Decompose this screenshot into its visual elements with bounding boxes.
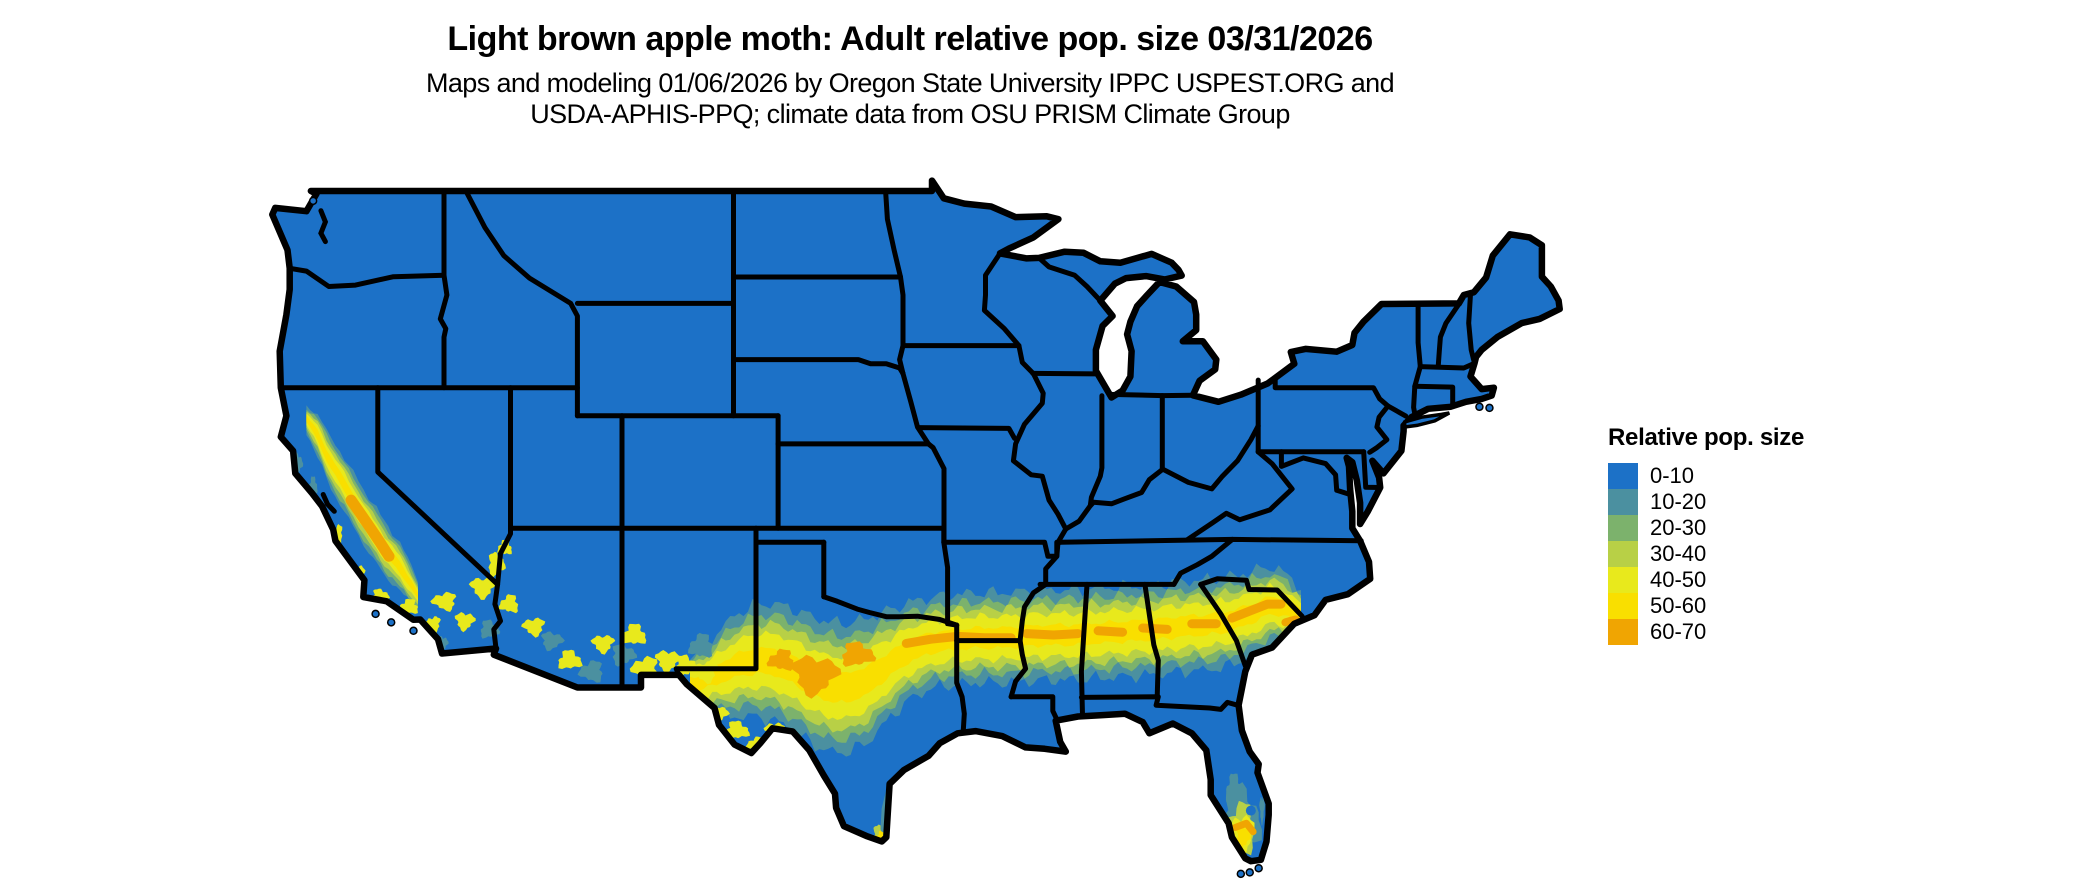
legend-label: 60-70 (1650, 619, 1707, 644)
legend-label: 30-40 (1650, 541, 1707, 566)
long-island (1402, 411, 1451, 429)
legend-item: 30-40 (1608, 541, 1804, 567)
legend-label: 40-50 (1650, 567, 1707, 592)
bay-inlet (318, 208, 329, 245)
figure-header: Light brown apple moth: Adult relative p… (10, 20, 1810, 130)
legend-item: 10-20 (1608, 489, 1804, 515)
legend-item: 40-50 (1608, 567, 1804, 593)
legend-swatch (1608, 593, 1638, 619)
subtitle-line-2: USDA-APHIS-PPQ; climate data from OSU PR… (530, 99, 1290, 129)
figure-subtitle: Maps and modeling 01/06/2026 by Oregon S… (10, 68, 1810, 130)
legend: Relative pop. size 0-10 10-20 20-30 30-4… (1608, 424, 1804, 645)
legend-item: 0-10 (1608, 463, 1804, 489)
legend-swatch (1608, 567, 1638, 593)
figure-title: Light brown apple moth: Adult relative p… (447, 20, 1373, 58)
legend-swatch (1608, 463, 1638, 489)
legend-item: 20-30 (1608, 515, 1804, 541)
legend-swatch (1608, 619, 1638, 645)
legend-label: 0-10 (1650, 463, 1695, 488)
legend-item: 60-70 (1608, 619, 1804, 645)
legend-label: 50-60 (1650, 593, 1707, 618)
legend-swatch (1608, 541, 1638, 567)
legend-swatch (1608, 515, 1638, 541)
bay-inlet (320, 492, 337, 514)
legend-label: 10-20 (1650, 489, 1707, 514)
legend-item: 50-60 (1608, 593, 1804, 619)
legend-title: Relative pop. size (1608, 424, 1804, 451)
subtitle-line-1: Maps and modeling 01/06/2026 by Oregon S… (425, 68, 1395, 98)
us-outline (269, 177, 1563, 865)
us-landmass (272, 180, 1560, 862)
legend-label: 20-30 (1650, 515, 1707, 540)
legend-swatch (1608, 489, 1638, 515)
